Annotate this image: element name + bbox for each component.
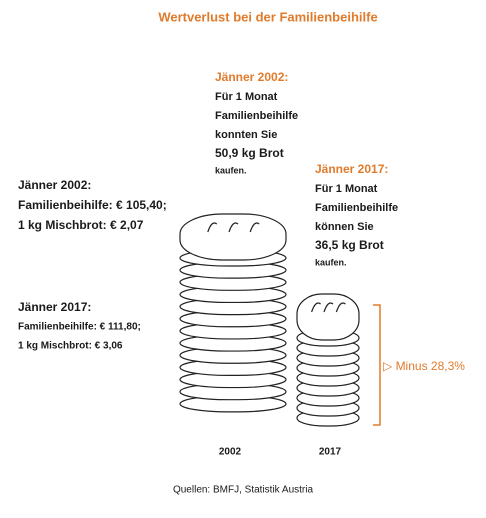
block-line: Familienbeihilfe: € 111,80; xyxy=(18,322,141,333)
block-line: Familienbeihilfe xyxy=(315,202,398,214)
bracket xyxy=(373,304,381,426)
bread-cut xyxy=(249,222,260,233)
change-label: ▷ Minus 28,3% xyxy=(383,359,465,373)
block-line: Familienbeihilfe xyxy=(215,110,298,122)
bread-illustration xyxy=(179,213,360,427)
block-line: Für 1 Monat xyxy=(315,183,378,195)
block-line: 1 kg Mischbrot: € 3,06 xyxy=(18,341,123,352)
title: Wertverlust bei der Familienbeihilfe xyxy=(158,9,377,24)
bread-cut xyxy=(311,302,321,313)
year-label: 2002 xyxy=(219,447,242,458)
bread-loaf xyxy=(296,293,360,341)
block-line: 50,9 kg Brot xyxy=(215,146,284,160)
bread-loaf xyxy=(179,213,287,261)
source: Quellen: BMFJ, Statistik Austria xyxy=(173,485,313,496)
block-note: kaufen. xyxy=(315,257,347,267)
year-label: 2017 xyxy=(319,447,342,458)
bread-cut xyxy=(335,302,346,313)
block-heading: Jänner 2002: xyxy=(215,70,288,84)
block-line: 1 kg Mischbrot: € 2,07 xyxy=(18,218,144,232)
block-line: Familienbeihilfe: € 105,40; xyxy=(18,198,167,212)
block-line: 36,5 kg Brot xyxy=(315,238,384,252)
block-line: Für 1 Monat xyxy=(215,91,278,103)
block-line: können Sie xyxy=(315,221,374,233)
block-heading: Jänner 2002: xyxy=(18,178,91,192)
block-note: kaufen. xyxy=(215,165,247,175)
bread-cut xyxy=(323,302,334,313)
block-line: konnten Sie xyxy=(215,129,277,141)
block-heading: Jänner 2017: xyxy=(315,162,388,176)
bread-cut xyxy=(228,222,239,233)
bread-cut xyxy=(207,222,218,233)
block-heading: Jänner 2017: xyxy=(18,300,91,314)
